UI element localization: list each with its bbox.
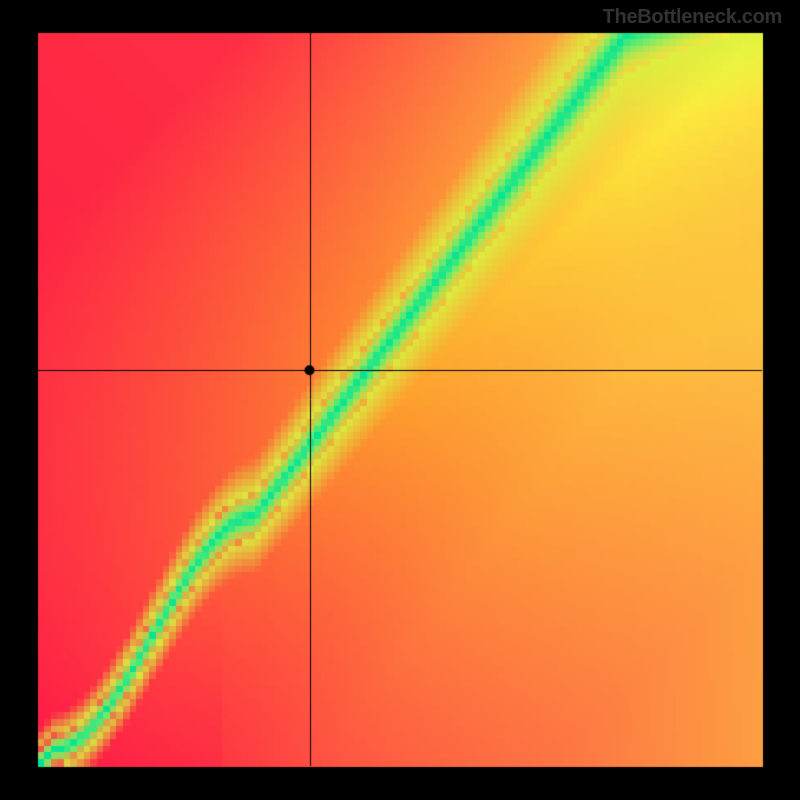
- watermark-text: TheBottleneck.com: [603, 6, 782, 29]
- bottleneck-heatmap: [0, 0, 800, 800]
- chart-container: { "watermark": "TheBottleneck.com", "plo…: [0, 0, 800, 800]
